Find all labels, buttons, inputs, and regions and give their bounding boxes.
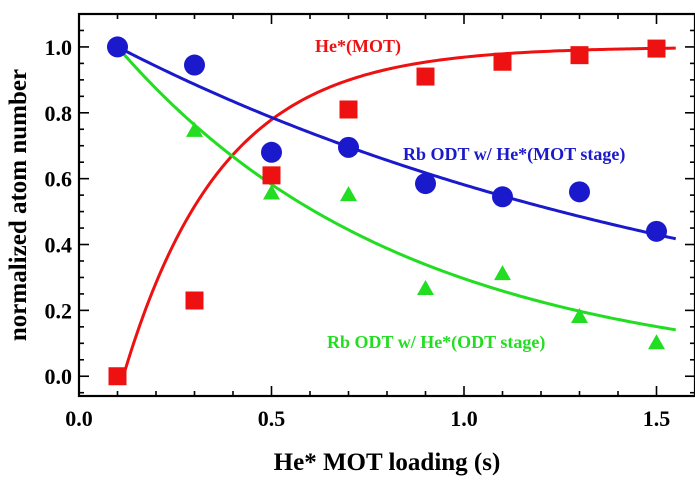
rb-odt-odt-stage-point-4 — [417, 279, 434, 295]
y-tick-label-3: 0.6 — [45, 167, 73, 192]
series-label-he-mot: He*(MOT) — [315, 36, 401, 57]
series-label-rb-odt-odt-stage: Rb ODT w/ He*(ODT stage) — [327, 332, 545, 353]
x-axis-title: He* MOT loading (s) — [274, 449, 501, 476]
x-tick-label-3: 1.5 — [643, 406, 671, 431]
rb-odt-odt-stage-point-3 — [340, 186, 357, 202]
rb-odt-odt-stage-point-2 — [263, 184, 280, 200]
rb-odt-odt-stage-point-7 — [648, 334, 665, 350]
y-axis-title: normalized atom number — [5, 69, 32, 341]
y-tick-label-5: 1.0 — [45, 35, 73, 60]
axis-ticks — [78, 14, 695, 396]
x-tick-label-0: 0.0 — [65, 406, 93, 431]
he-mot-point-0 — [108, 367, 127, 386]
he-mot-point-2 — [262, 166, 281, 185]
x-tick-label-1: 0.5 — [258, 406, 286, 431]
y-tick-label-4: 0.8 — [45, 101, 73, 126]
rb-odt-mot-stage-point-6 — [569, 181, 590, 203]
rb-odt-odt-stage-point-1 — [186, 121, 203, 137]
rb-odt-mot-stage-point-5 — [492, 186, 513, 208]
rb-odt-mot-stage-point-3 — [338, 136, 359, 158]
y-tick-label-1: 0.2 — [45, 298, 73, 323]
series-label-rb-odt-mot-stage: Rb ODT w/ He*(MOT stage) — [403, 144, 625, 165]
fit-curves — [116, 45, 677, 373]
rb-odt-mot-stage-point-1 — [184, 54, 205, 76]
y-tick-label-0: 0.0 — [45, 364, 73, 389]
rb-odt-odt-stage-point-5 — [494, 265, 511, 281]
y-tick-label-2: 0.4 — [45, 233, 73, 258]
he-mot-point-3 — [339, 100, 358, 119]
x-tick-labels: 0.0 0.5 1.0 1.5 — [65, 406, 670, 431]
fit-curve-he-mot — [122, 46, 676, 373]
x-tick-label-2: 1.0 — [450, 406, 478, 431]
he-mot-point-7 — [647, 39, 666, 58]
he-mot-point-5 — [493, 52, 512, 71]
fit-curve-rb-odt-odt-stage — [116, 45, 676, 332]
data-points — [107, 36, 667, 386]
rb-odt-mot-stage-point-4 — [415, 173, 436, 195]
y-tick-labels: 0.0 0.2 0.4 0.6 0.8 1.0 — [45, 35, 73, 389]
he-mot-point-1 — [185, 291, 204, 310]
he-mot-point-4 — [416, 67, 435, 86]
rb-odt-mot-stage-point-0 — [107, 36, 128, 58]
rb-odt-mot-stage-point-7 — [646, 220, 667, 242]
fit-curve-rb-odt-mot-stage — [116, 45, 677, 241]
he-mot-point-6 — [570, 46, 589, 65]
rb-odt-odt-stage-point-6 — [571, 307, 588, 323]
rb-odt-mot-stage-point-2 — [261, 141, 282, 163]
